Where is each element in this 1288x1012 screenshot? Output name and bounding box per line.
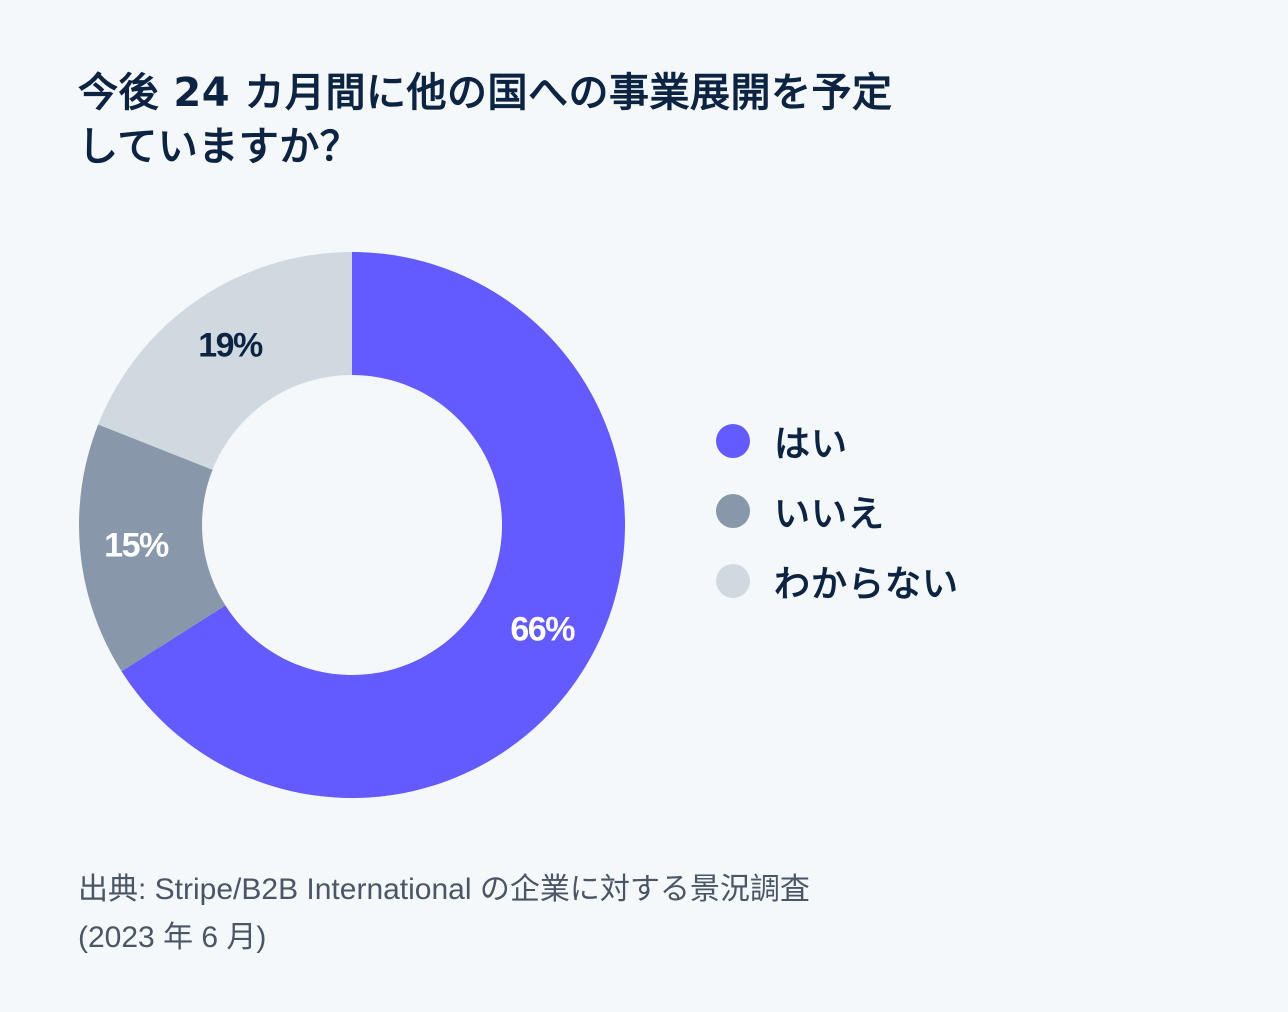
chart-title-line-2: していますか？ [78, 124, 361, 170]
chart-legend: はい いいえ わからない [716, 406, 959, 616]
donut-slice-yes [121, 252, 625, 798]
source-line-1: 出典: Stripe/B2B International の企業に対する景況調査 [78, 873, 810, 906]
chart-title: 今後 24 カ月間に他の国への事業展開を予定 していますか？ [78, 66, 1038, 174]
legend-label-yes: はい [774, 424, 849, 465]
chart-title-line-1: 今後 24 カ月間に他の国への事業展開を予定 [78, 70, 893, 116]
legend-swatch-no [716, 494, 750, 528]
legend-item-unsure: わからない [716, 546, 959, 616]
legend-item-no: いいえ [716, 476, 959, 546]
legend-swatch-yes [716, 424, 750, 458]
donut-slice-unsure [98, 251, 352, 470]
legend-label-unsure: わからない [774, 564, 960, 605]
source-line-2: (2023 年 6 月) [78, 921, 267, 954]
data-label-yes: 66% [510, 611, 575, 649]
data-label-no: 15% [104, 526, 169, 564]
legend-label-no: いいえ [774, 494, 886, 535]
donut-slices [78, 251, 625, 798]
source-note: 出典: Stripe/B2B International の企業に対する景況調査… [78, 866, 810, 962]
legend-item-yes: はい [716, 406, 959, 476]
donut-data-labels: 66% 15% 19% [104, 327, 577, 649]
donut-slice-no [78, 424, 226, 672]
legend-swatch-unsure [716, 564, 750, 598]
data-label-unsure: 19% [198, 327, 263, 365]
donut-chart: 66% 15% 19% [78, 251, 625, 798]
